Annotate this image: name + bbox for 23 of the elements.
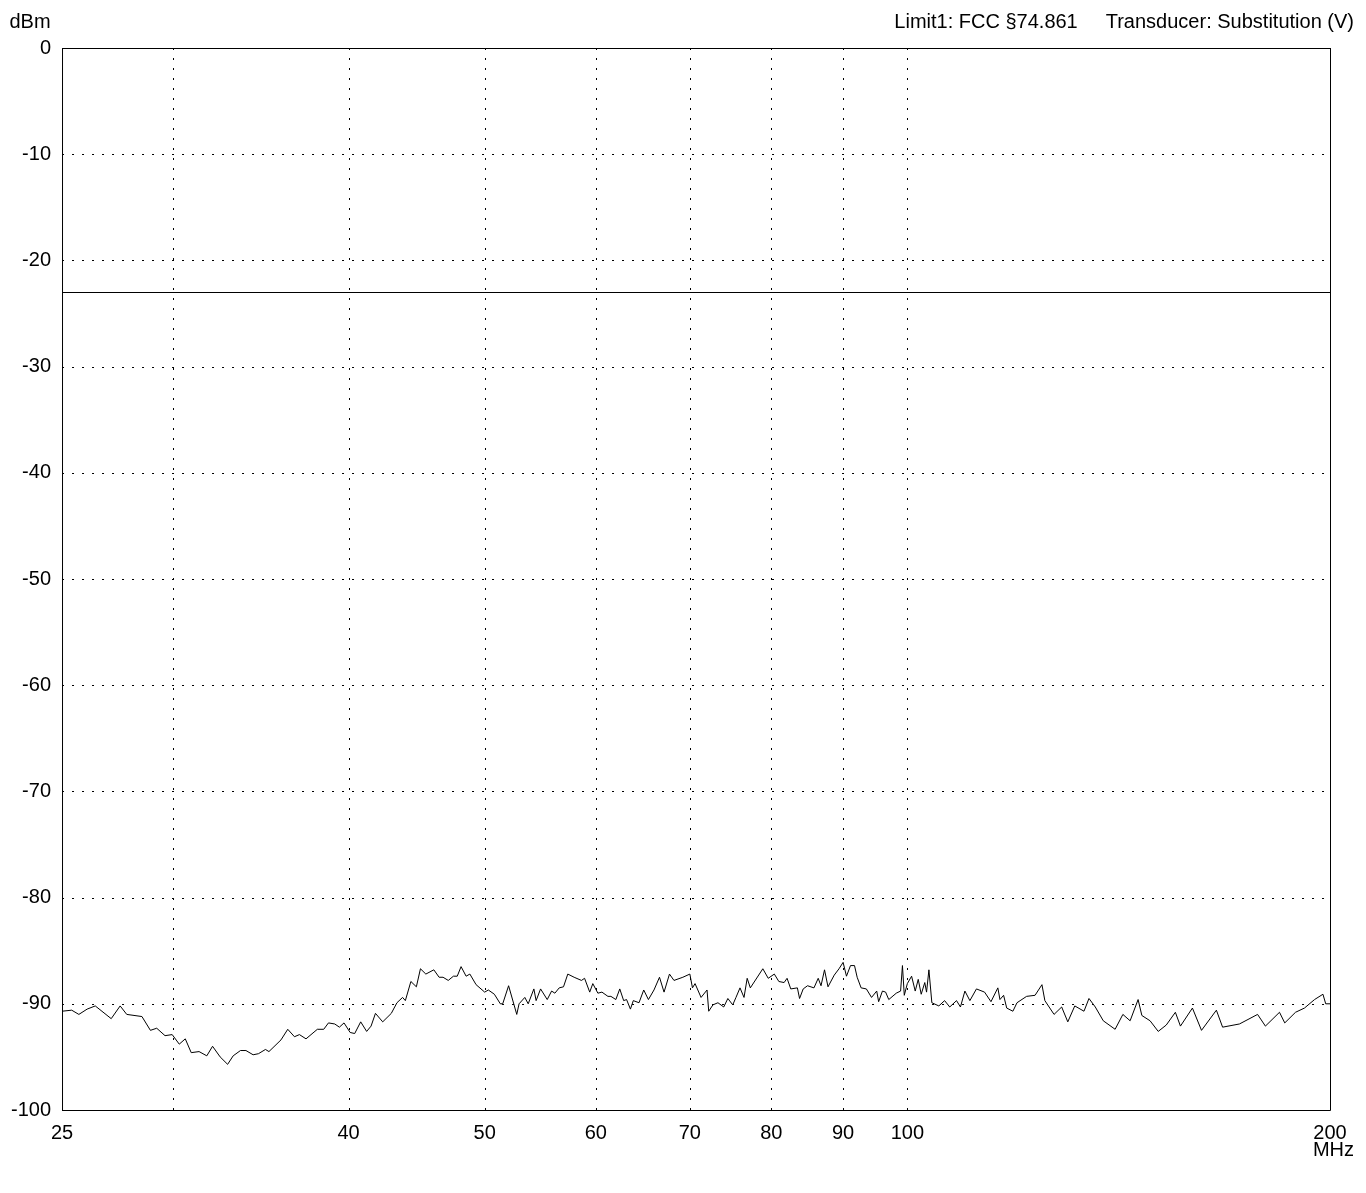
y-tick-label: -20 bbox=[22, 247, 52, 270]
y-tick-label: -10 bbox=[22, 141, 52, 164]
y-tick-label: -50 bbox=[22, 566, 52, 589]
x-tick-label: 80 bbox=[760, 1120, 783, 1143]
text: Limit1: FCC §74.861 bbox=[894, 9, 1078, 32]
y-tick-label: -80 bbox=[22, 885, 52, 908]
y-tick-label: -60 bbox=[22, 672, 52, 695]
x-tick-label: 70 bbox=[678, 1120, 701, 1143]
x-tick-label: 25 bbox=[50, 1120, 74, 1143]
y-tick-label: -70 bbox=[22, 778, 52, 801]
x-tick-label: 100 bbox=[890, 1120, 925, 1143]
y-tick-label: -30 bbox=[22, 354, 52, 377]
x-tick-label: 200 bbox=[1313, 1120, 1347, 1143]
y-tick-label: -90 bbox=[22, 991, 52, 1014]
x-tick-label: 90 bbox=[831, 1120, 855, 1143]
y-tick-label: -100 bbox=[11, 1097, 52, 1120]
x-tick-label: 40 bbox=[337, 1120, 360, 1143]
y-tick-label: 0 bbox=[39, 35, 52, 58]
x-tick-label: 50 bbox=[473, 1120, 496, 1143]
x-tick-label: 60 bbox=[584, 1120, 607, 1143]
text: Transducer: Substitution (V) bbox=[1105, 9, 1354, 32]
y-axis-title: dBm bbox=[9, 9, 51, 32]
y-tick-label: -40 bbox=[22, 460, 52, 483]
